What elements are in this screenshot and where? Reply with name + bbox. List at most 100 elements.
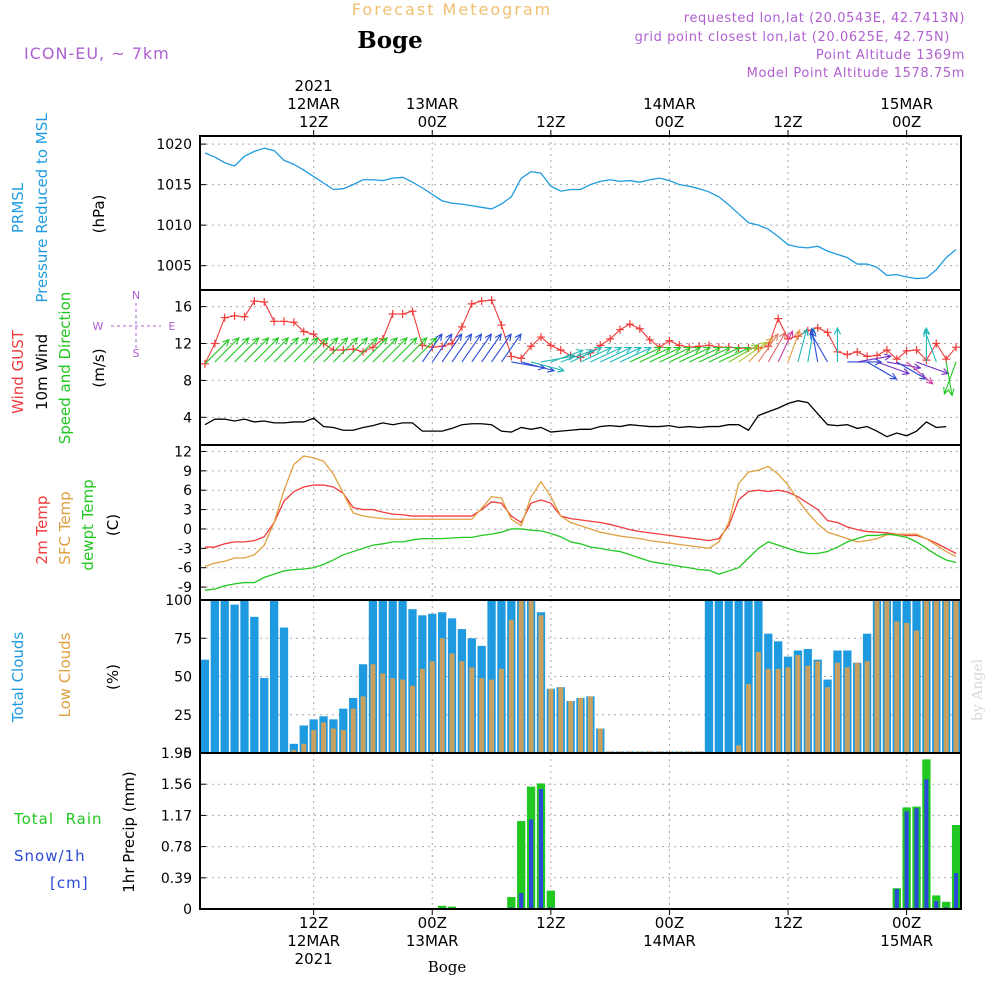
compass-e: E <box>169 320 176 333</box>
low-cloud-bar <box>765 668 771 753</box>
bottom-time-label: 00Z <box>892 914 921 932</box>
low-cloud-bar <box>795 655 801 753</box>
gust-marker <box>280 317 289 326</box>
gust-marker <box>210 339 219 348</box>
top-time-label: 12Z <box>299 113 328 131</box>
wind-direction-arrow <box>833 326 842 362</box>
gust-marker <box>388 309 397 318</box>
low-cloud-bar <box>291 749 297 753</box>
wind-direction-arrow <box>382 337 408 363</box>
top-time-label: 13MAR <box>406 95 459 113</box>
low-cloud-bar <box>943 600 949 753</box>
y-tick-label: 1.56 <box>161 777 192 793</box>
y-tick-label: -3 <box>178 541 192 557</box>
low-cloud-bar <box>321 722 327 753</box>
low-cloud-bar <box>854 662 860 753</box>
low-cloud-bar <box>894 621 900 753</box>
gust-marker <box>606 334 615 343</box>
low-cloud-bar <box>429 661 435 753</box>
wind-direction-arrow <box>451 333 473 363</box>
wind-direction-arrow <box>906 361 934 385</box>
low-cloud-bar <box>479 678 485 753</box>
gust-marker <box>457 322 466 331</box>
y-tick-label: 12 <box>174 444 192 460</box>
wind-direction-arrow <box>560 349 594 363</box>
rain-bar <box>517 821 526 909</box>
wind-direction-arrow <box>461 333 483 363</box>
temp-label-dewpt: dewpt Temp <box>79 479 97 570</box>
gridpoint-coords: grid point closest lon,lat (20.0625E, 42… <box>635 30 950 45</box>
y-tick-label: 12 <box>174 337 192 353</box>
top-time-label: 12Z <box>536 113 565 131</box>
bottom-time-label: 00Z <box>655 914 684 932</box>
low-cloud-bar <box>884 600 890 753</box>
gust-marker <box>635 324 644 333</box>
wind-direction-arrow <box>787 328 801 363</box>
gust-marker <box>289 318 298 327</box>
bottom-time-label: 2021 <box>295 950 333 968</box>
total-cloud-bar <box>269 600 279 753</box>
wind-direction-arrow <box>333 337 359 363</box>
compass-cross <box>111 303 161 349</box>
wind-direction-arrow <box>600 346 633 363</box>
gust-marker <box>299 327 308 336</box>
total-cloud-bar <box>200 659 210 753</box>
low-cloud-bar <box>923 600 929 753</box>
low-cloud-bar <box>538 615 544 753</box>
wind-direction-arrow <box>679 346 712 363</box>
gust-marker <box>309 330 318 339</box>
bottom-time-label: 12Z <box>773 914 802 932</box>
wind-direction-arrow <box>491 333 512 363</box>
wind-direction-arrow <box>688 346 722 363</box>
low-cloud-bar <box>419 668 425 753</box>
wind-direction-arrow <box>283 337 309 363</box>
dew-line <box>204 528 957 591</box>
clouds-label-total: Total Clouds <box>9 632 27 724</box>
gust-marker <box>220 313 229 322</box>
gust-marker <box>527 342 536 351</box>
wind-direction-arrow <box>342 337 369 363</box>
snow-bar <box>953 873 959 909</box>
clouds-label-unit: (%) <box>104 664 122 690</box>
wind-direction-arrow <box>777 330 794 363</box>
wind-direction-arrow <box>649 346 682 363</box>
y-tick-label: -6 <box>178 561 192 577</box>
gust-marker <box>863 352 872 361</box>
wind-direction-arrow <box>293 337 319 363</box>
low-cloud-bar <box>390 678 396 753</box>
y-tick-label: 1015 <box>156 178 192 194</box>
snow-bar <box>894 889 899 909</box>
y-tick-label: 0 <box>183 902 192 918</box>
watermark: by Angel <box>970 658 986 721</box>
gust-marker <box>774 314 783 323</box>
t2m-line <box>204 484 957 555</box>
wind-speed-line <box>204 400 947 438</box>
low-cloud-bar <box>469 667 475 753</box>
low-cloud-bar <box>775 668 781 753</box>
low-cloud-bar <box>587 696 593 753</box>
rain-bar <box>951 825 961 909</box>
wind-direction-arrow <box>629 346 662 363</box>
wind-compass: N S W E <box>93 289 176 360</box>
gust-marker <box>764 342 773 351</box>
top-time-label: 14MAR <box>643 95 696 113</box>
y-tick-label: 9 <box>183 464 192 480</box>
wind-direction-arrow <box>580 346 613 363</box>
wind-direction-arrow <box>372 337 398 363</box>
snow-bar <box>924 779 929 909</box>
wind-direction-arrow <box>421 333 443 363</box>
total-cloud-bar <box>279 627 289 753</box>
snow-bar <box>529 819 534 909</box>
wind-direction-arrow <box>402 337 428 363</box>
wind-direction-arrow <box>214 337 240 363</box>
gust-marker <box>952 343 961 352</box>
low-cloud-bar <box>548 688 554 753</box>
y-tick-label: 100 <box>165 593 192 609</box>
total-cloud-bar <box>240 600 249 753</box>
gust-marker <box>408 307 417 316</box>
gust-marker <box>843 350 852 359</box>
gust-marker <box>616 325 625 334</box>
wind-direction-arrow <box>698 346 732 363</box>
y-tick-label: 8 <box>183 373 192 389</box>
wind-direction-arrow <box>234 337 260 363</box>
